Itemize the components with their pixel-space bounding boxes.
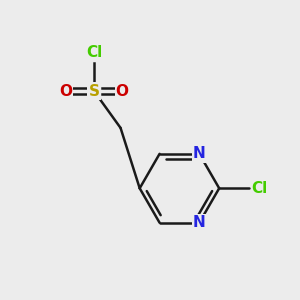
Text: N: N [193,146,206,161]
Text: O: O [116,84,128,99]
Text: Cl: Cl [86,45,102,60]
Text: O: O [60,84,73,99]
Text: N: N [193,215,206,230]
Text: Cl: Cl [252,181,268,196]
Text: S: S [88,84,100,99]
